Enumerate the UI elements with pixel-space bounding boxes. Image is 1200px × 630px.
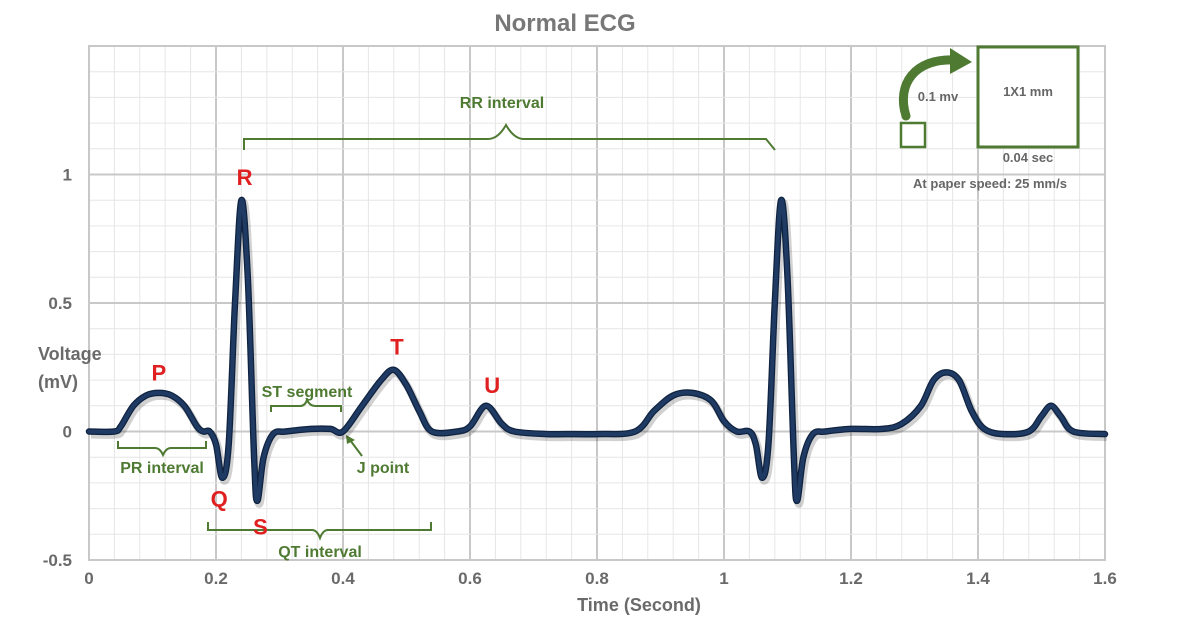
interval-annotations: RR interval PR interval ST segment QT in… (117, 95, 776, 561)
wave-labels: P Q R S T U (152, 165, 501, 540)
y-axis-label-line1: Voltage (38, 344, 102, 364)
j-point-arrowhead (346, 435, 355, 444)
x-tick-label: 0.4 (331, 569, 355, 588)
wave-label-u: U (484, 373, 500, 398)
j-point-arrow (349, 439, 363, 457)
curved-arrow-icon (898, 55, 960, 121)
y-tick-label: 0 (63, 423, 72, 442)
x-tick-label: 1.2 (839, 569, 863, 588)
axis-ticks: 0 0.2 0.4 0.6 0.8 1 1.2 1.4 1.6 -0.5 0 0.5 1 (43, 166, 1117, 589)
y-tick-label: 0.5 (48, 294, 72, 313)
ecg-trace (85, 196, 1109, 508)
pr-interval-label: PR interval (120, 460, 204, 477)
x-tick-label: 1 (719, 569, 728, 588)
x-axis-label: Time (Second) (577, 595, 701, 615)
ecg-trace-line (87, 198, 1107, 503)
calibration-time: 0.04 sec (1003, 150, 1054, 165)
x-tick-label: 1.4 (966, 569, 990, 588)
y-tick-label: 1 (63, 166, 72, 185)
rr-interval-bracket (243, 122, 776, 151)
calibration-inset: 0.1 mv 1X1 mm 0.04 sec At paper speed: 2… (898, 45, 1080, 191)
st-segment-label: ST segment (262, 384, 353, 401)
chart-title: Normal ECG (494, 10, 635, 37)
wave-label-q: Q (211, 486, 228, 511)
x-tick-label: 0.8 (585, 569, 609, 588)
small-grid-square (899, 121, 927, 149)
calibration-voltage: 0.1 mv (918, 89, 959, 104)
calibration-paper-speed: At paper speed: 25 mm/s (913, 176, 1067, 191)
qt-interval-bracket (207, 522, 432, 541)
grid (88, 45, 1106, 561)
x-tick-label: 1.6 (1093, 569, 1117, 588)
st-segment-bracket (270, 397, 342, 412)
pr-interval-bracket (117, 441, 207, 458)
wave-label-r: R (237, 165, 253, 190)
curved-arrow-head (950, 48, 972, 74)
x-tick-label: 0.6 (458, 569, 482, 588)
magnified-grid-square (976, 45, 1080, 149)
calibration-box-size: 1X1 mm (1003, 84, 1053, 99)
wave-label-t: T (390, 335, 404, 360)
y-tick-label: -0.5 (43, 551, 72, 570)
j-point-label: J point (357, 460, 410, 477)
wave-label-p: P (152, 360, 167, 385)
rr-interval-label: RR interval (460, 95, 544, 112)
x-tick-label: 0.2 (204, 569, 228, 588)
qt-interval-label: QT interval (278, 544, 362, 561)
x-tick-label: 0 (84, 569, 93, 588)
y-axis-label-line2: (mV) (38, 372, 78, 392)
plot-border (88, 45, 1106, 561)
wave-label-s: S (253, 515, 268, 540)
